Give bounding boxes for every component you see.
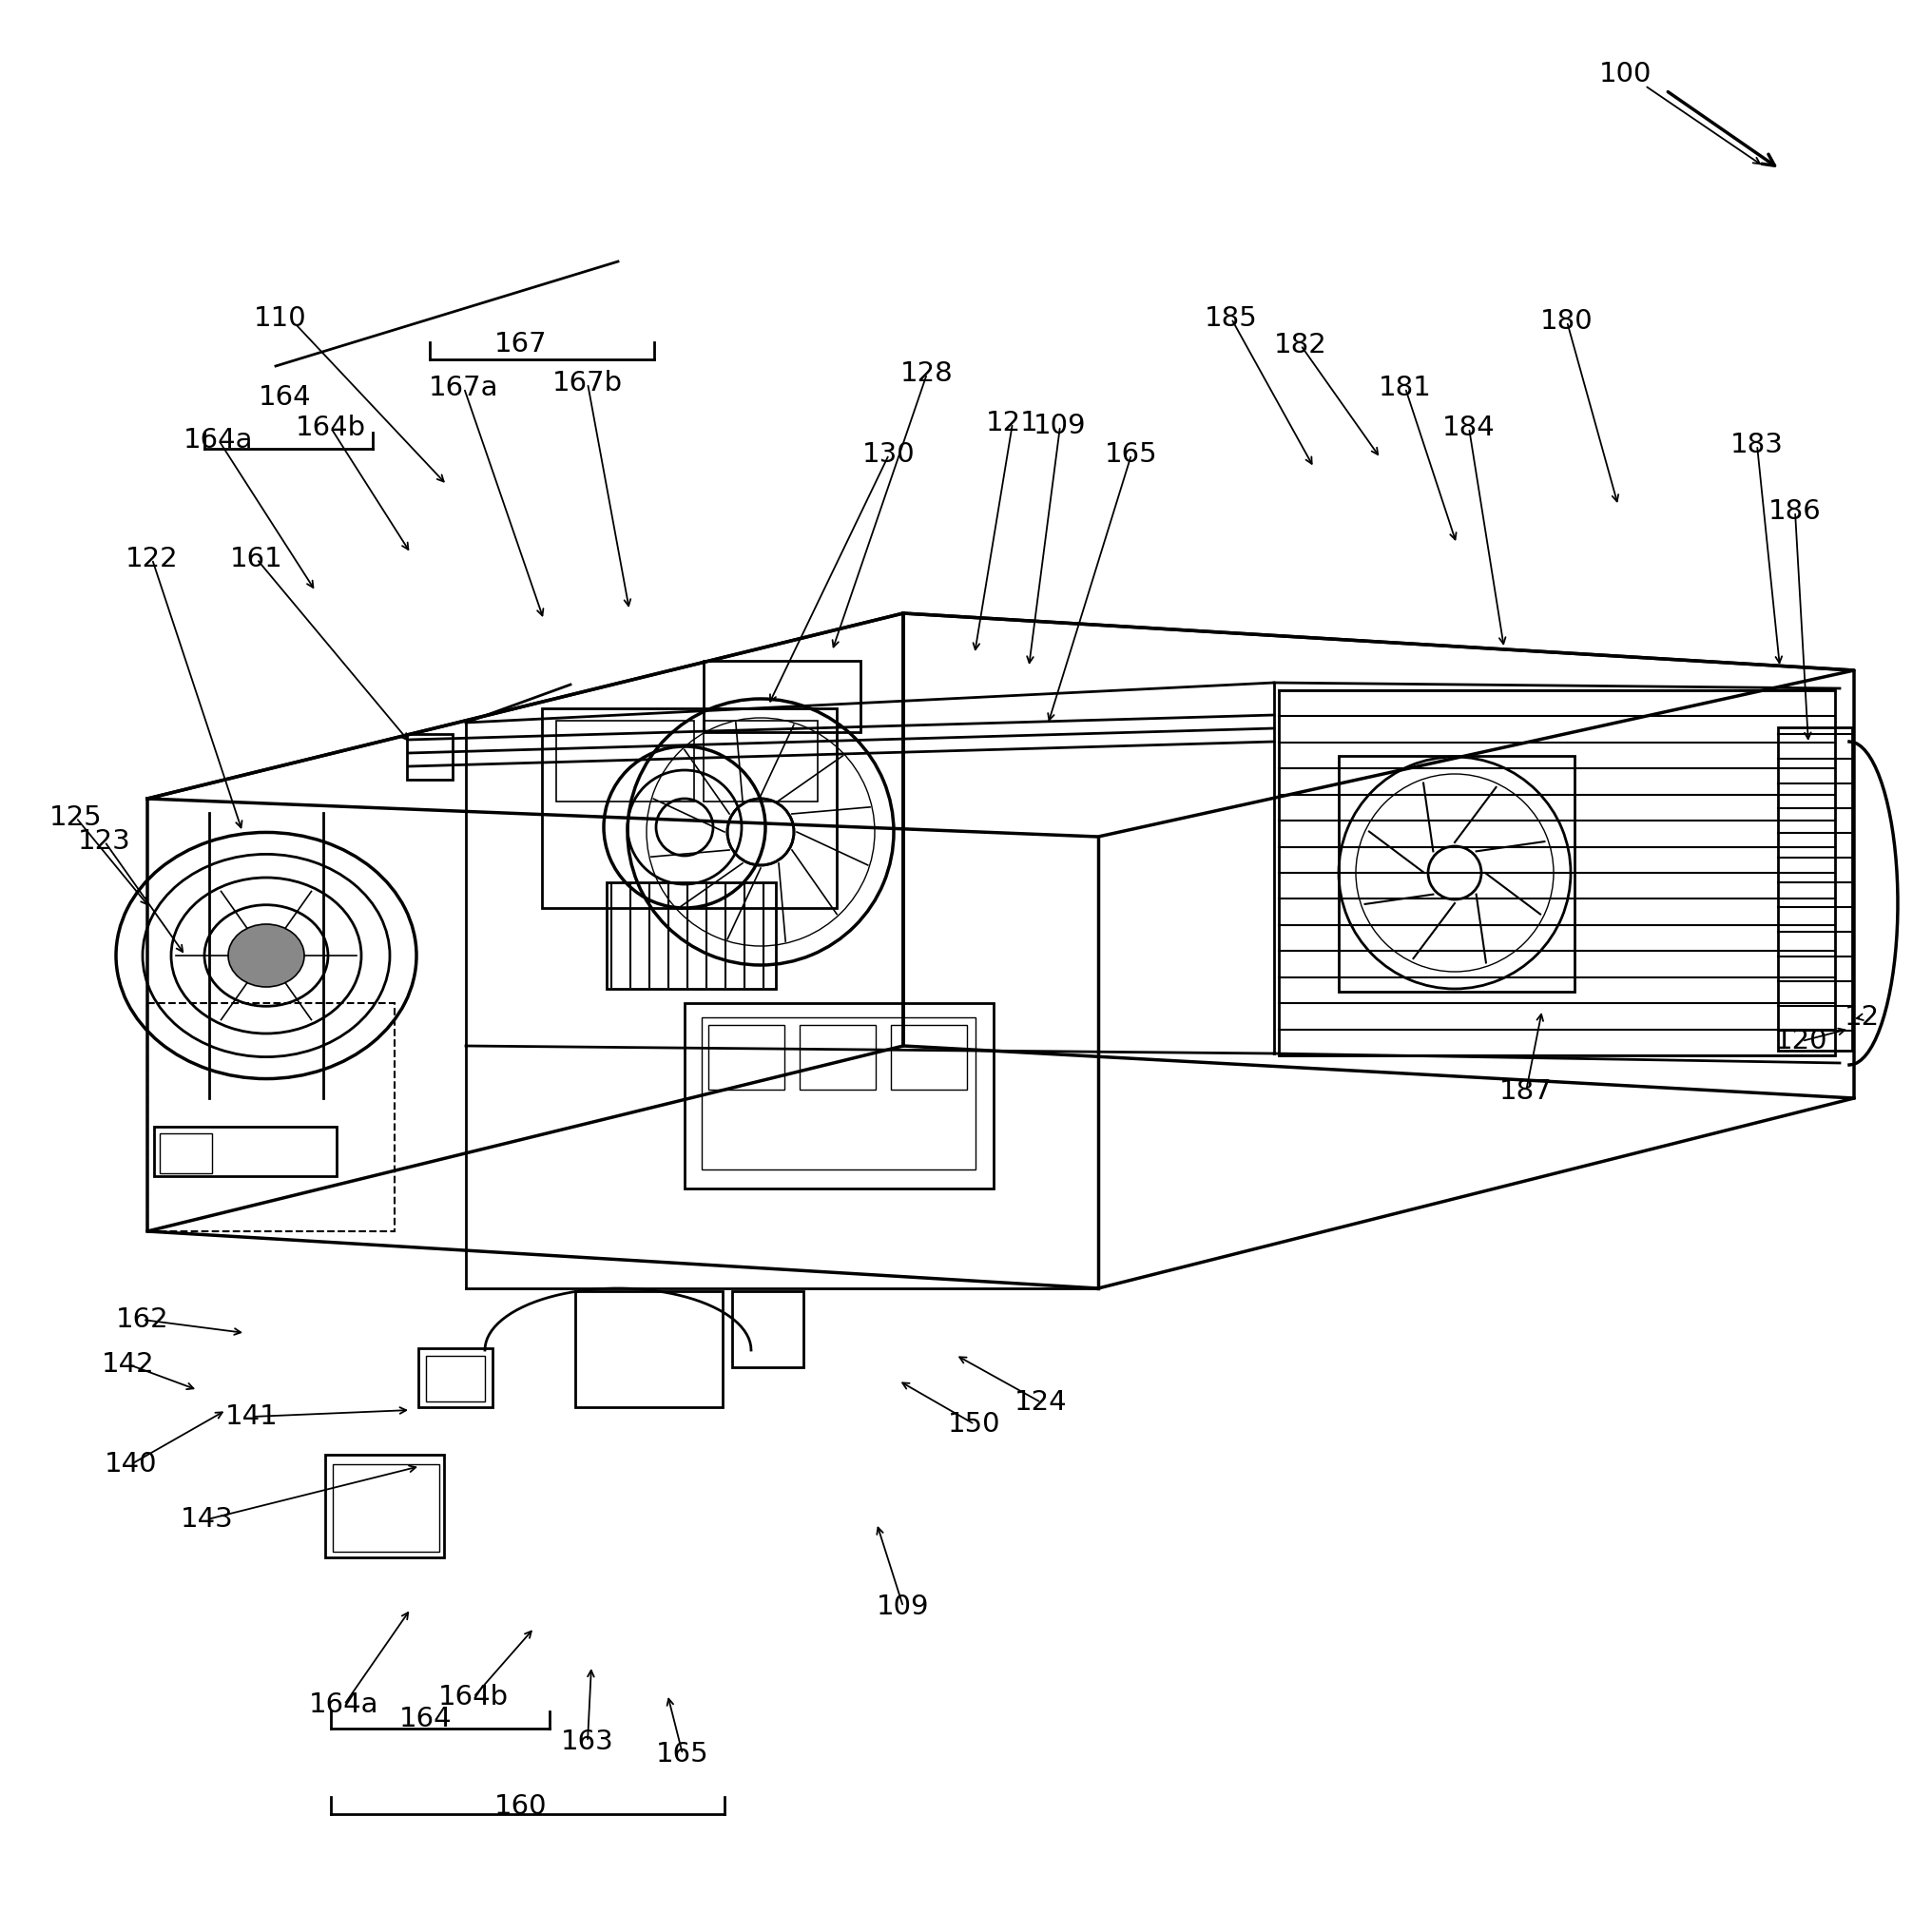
Bar xyxy=(707,1025,784,1090)
Text: 181: 181 xyxy=(1378,375,1432,402)
Text: 183: 183 xyxy=(1729,432,1783,459)
Bar xyxy=(147,1002,394,1232)
Bar xyxy=(325,1454,444,1557)
Bar xyxy=(541,708,837,909)
Text: 130: 130 xyxy=(862,442,916,469)
Text: 109: 109 xyxy=(877,1594,929,1620)
Text: 163: 163 xyxy=(560,1729,614,1754)
Bar xyxy=(701,1018,976,1169)
Bar xyxy=(160,1132,213,1173)
Text: 110: 110 xyxy=(253,306,307,331)
Text: 12: 12 xyxy=(1843,1004,1878,1031)
Bar xyxy=(703,721,817,802)
Text: 162: 162 xyxy=(116,1307,168,1333)
Bar xyxy=(732,1291,804,1368)
Text: 123: 123 xyxy=(77,828,131,855)
Bar xyxy=(891,1025,966,1090)
Text: 165: 165 xyxy=(1105,442,1157,469)
Bar xyxy=(425,1356,485,1402)
Text: 140: 140 xyxy=(104,1450,158,1477)
Text: 185: 185 xyxy=(1204,306,1258,331)
Text: 164a: 164a xyxy=(184,427,253,453)
Text: 164b: 164b xyxy=(296,415,365,442)
Bar xyxy=(1339,756,1575,991)
Text: 182: 182 xyxy=(1273,331,1327,358)
Text: 167b: 167b xyxy=(553,369,622,396)
Bar xyxy=(1279,691,1833,1056)
Text: 124: 124 xyxy=(1014,1389,1066,1416)
Text: 121: 121 xyxy=(985,409,1039,436)
Text: 164: 164 xyxy=(259,385,311,411)
Text: 187: 187 xyxy=(1499,1079,1551,1106)
Bar xyxy=(607,882,775,989)
Text: 109: 109 xyxy=(1034,413,1086,440)
Text: 164: 164 xyxy=(400,1706,452,1733)
Bar xyxy=(417,1349,493,1408)
Text: 125: 125 xyxy=(50,803,102,830)
Bar xyxy=(155,1127,336,1176)
Text: 142: 142 xyxy=(102,1351,155,1377)
Ellipse shape xyxy=(228,924,303,987)
Bar xyxy=(1777,727,1851,1050)
Bar xyxy=(800,1025,875,1090)
Text: 143: 143 xyxy=(182,1506,234,1532)
Text: 180: 180 xyxy=(1540,308,1592,335)
Bar xyxy=(576,1291,723,1408)
Text: 150: 150 xyxy=(949,1412,1001,1437)
Bar xyxy=(684,1002,993,1188)
Text: 164b: 164b xyxy=(439,1683,508,1710)
Text: 100: 100 xyxy=(1600,61,1652,88)
Text: 164a: 164a xyxy=(309,1691,379,1718)
Bar xyxy=(703,660,860,733)
Text: 122: 122 xyxy=(126,545,178,572)
Text: 160: 160 xyxy=(495,1792,547,1819)
Text: 184: 184 xyxy=(1441,415,1495,442)
Text: 141: 141 xyxy=(226,1404,278,1431)
Text: 186: 186 xyxy=(1768,497,1820,524)
Text: 128: 128 xyxy=(900,360,952,386)
Text: 167: 167 xyxy=(495,331,547,358)
Text: 167a: 167a xyxy=(429,375,498,402)
Text: 120: 120 xyxy=(1774,1027,1828,1054)
Bar xyxy=(556,721,694,802)
Bar xyxy=(408,735,452,781)
Text: 161: 161 xyxy=(230,545,284,572)
Text: 165: 165 xyxy=(655,1741,709,1768)
Bar xyxy=(332,1463,439,1551)
